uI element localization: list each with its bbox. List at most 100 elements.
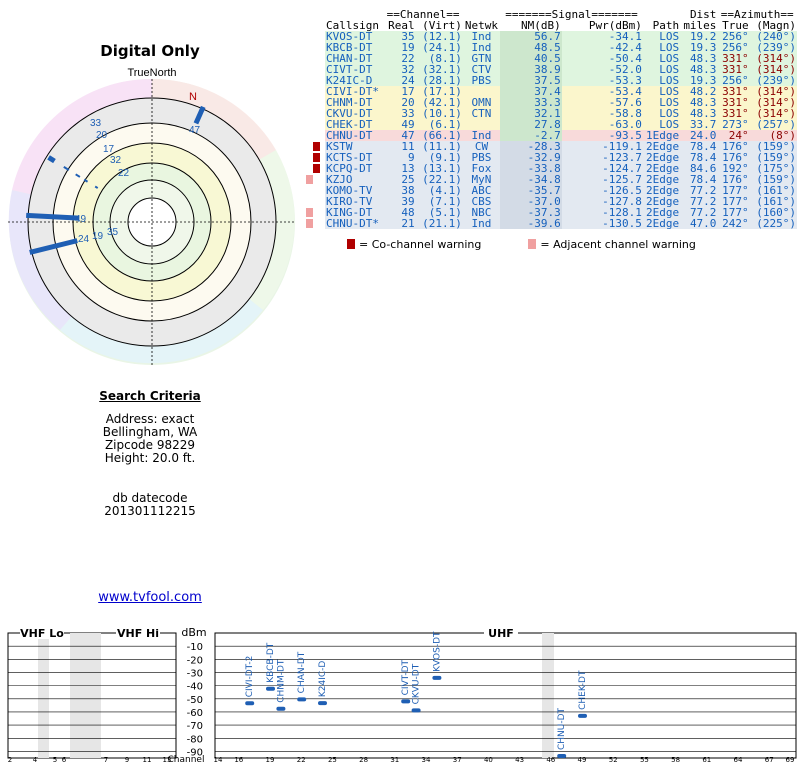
- cell-virt: (32.1): [422, 63, 462, 76]
- vhf-tick-label: 4: [33, 756, 38, 764]
- polar-station-label: 33: [90, 118, 102, 129]
- cell-dist: 78.4: [689, 151, 717, 164]
- col-virt: (Virt): [422, 19, 462, 32]
- cell-callsign: KIRO-TV: [326, 195, 373, 208]
- table-row: KCTS-DT 9 (9.1) PBS -32.9 -123.7 2Edge 78.4 176°…: [325, 152, 797, 163]
- station-marker-label: CHEK-DT: [578, 670, 588, 710]
- table-row: CKVU-DT 33 (10.1) CTN 32.1 -58.8 LOS 48.3 331° (3…: [325, 108, 797, 119]
- cell-path: LOS: [659, 85, 680, 98]
- cell-path: 2Edge: [646, 140, 680, 153]
- col-netwk: Netwk: [464, 19, 499, 32]
- cell-az_magn: (175°): [756, 162, 796, 175]
- cell-callsign: CHNU-DT*: [326, 217, 379, 230]
- cell-virt: (17.1): [422, 85, 462, 98]
- polar-station-bar: [47, 155, 56, 164]
- cell-netwk: ABC: [471, 184, 492, 197]
- cell-real: 39: [401, 195, 415, 208]
- station-marker-label: K24IC-D: [318, 661, 328, 698]
- cell-virt: (5.1): [428, 206, 462, 219]
- polar-station-label: 32: [110, 155, 122, 166]
- station-marker-label: CIVT-DT: [401, 659, 411, 695]
- cell-dist: 77.2: [689, 184, 717, 197]
- page-title: Digital Only: [100, 42, 200, 60]
- cell-dist: 84.6: [689, 162, 717, 175]
- cell-path: LOS: [659, 96, 680, 109]
- cell-callsign: CHNU-DT: [326, 129, 373, 142]
- cell-virt: (66.1): [422, 129, 462, 142]
- cell-virt: (11.1): [422, 140, 462, 153]
- co-channel-legend-text: = Co-channel warning: [359, 238, 482, 251]
- station-marker-label: CKVU-DT: [412, 663, 422, 704]
- cell-path: LOS: [659, 52, 680, 65]
- cell-netwk: CTN: [471, 107, 492, 120]
- dist-group-header: Dist: [689, 8, 717, 21]
- polar-station-bar: [29, 238, 78, 255]
- table-row: CHNM-DT 20 (42.1) OMN 33.3 -57.6 LOS 48.3 331° (3…: [325, 97, 797, 108]
- col-pwr: Pwr(dBm): [588, 19, 642, 32]
- polar-station-label: 49: [75, 214, 87, 225]
- cell-nm: 37.4: [500, 86, 562, 97]
- uhf-tick-label: 52: [609, 756, 618, 764]
- cell-pwr: -34.1: [608, 30, 642, 43]
- cell-real: 25: [401, 173, 415, 186]
- cell-path: LOS: [659, 118, 680, 131]
- cell-az_magn: (314°): [756, 85, 796, 98]
- uhf-tick-label: 28: [359, 756, 368, 764]
- cell-pwr: -124.7: [602, 162, 642, 175]
- cell-netwk: CW: [474, 140, 489, 153]
- cell-az_magn: (314°): [756, 52, 796, 65]
- cell-nm: -33.8: [500, 163, 562, 174]
- warning-legend: = Co-channel warning = Adjacent channel …: [347, 238, 696, 251]
- cell-nm: -37.0: [500, 196, 562, 207]
- cell-dist: 24.0: [689, 129, 717, 142]
- station-marker-label: CHAN-DT: [297, 651, 307, 693]
- vhf-tick-label: 13: [163, 756, 172, 764]
- polar-station-tick: [75, 173, 81, 178]
- cell-real: 33: [401, 107, 415, 120]
- cell-az_magn: (239°): [756, 74, 796, 87]
- cell-virt: (12.1): [422, 30, 462, 43]
- vhf-tick-label: 5: [53, 756, 57, 764]
- cell-dist: 33.7: [689, 118, 717, 131]
- criteria-db-code: 201301112215: [104, 504, 196, 518]
- cell-pwr: -127.8: [602, 195, 642, 208]
- cell-nm: 37.5: [500, 75, 562, 86]
- polar-station-label: 35: [107, 227, 119, 238]
- warning-icons: [306, 142, 320, 228]
- uhf-tick-label: 61: [702, 756, 711, 764]
- cell-az_magn: (161°): [756, 184, 796, 197]
- cell-virt: (4.1): [428, 184, 462, 197]
- polar-station-label: 47: [189, 125, 201, 136]
- cell-pwr: -53.3: [608, 74, 642, 87]
- table-row: KOMO-TV 38 (4.1) ABC -35.7 -126.5 2Edge 77.2 177…: [325, 185, 797, 196]
- cell-path: LOS: [659, 74, 680, 87]
- dbm-tick-label: -20: [187, 655, 203, 666]
- cell-az_true: 256°: [722, 74, 749, 87]
- uhf-tick-label: 67: [765, 756, 774, 764]
- cell-virt: (22.1): [422, 173, 462, 186]
- cell-az_magn: (314°): [756, 107, 796, 120]
- cell-az_true: 177°: [722, 206, 749, 219]
- col-magn: (Magn): [756, 19, 796, 32]
- table-row: KING-DT 48 (5.1) NBC -37.3 -128.1 2Edge 77.2 177…: [325, 207, 797, 218]
- vhf-tick-label: 7: [104, 756, 108, 764]
- cell-virt: (21.1): [422, 217, 462, 230]
- uhf-tick-label: 14: [214, 756, 223, 764]
- cell-nm: -28.3: [500, 141, 562, 152]
- cell-dist: 78.4: [689, 173, 717, 186]
- cell-dist: 47.0: [689, 217, 717, 230]
- cell-callsign: KVOS-DT: [326, 30, 373, 43]
- cell-az_magn: (160°): [756, 206, 796, 219]
- vhf-lo-label: VHF Lo: [20, 627, 64, 640]
- cell-real: 11: [401, 140, 415, 153]
- station-marker: [318, 701, 327, 706]
- cell-virt: (13.1): [422, 162, 462, 175]
- col-path: Path: [652, 19, 680, 32]
- uhf-tick-label: 34: [422, 756, 431, 764]
- search-criteria: Search Criteria Address: exact Bellingha…: [0, 390, 300, 518]
- azimuth-group-header: ==Azimuth==: [720, 8, 794, 21]
- cell-nm: -37.3: [500, 207, 562, 218]
- tvfool-link[interactable]: www.tvfool.com: [98, 590, 202, 605]
- polar-station-label: 24: [78, 234, 90, 245]
